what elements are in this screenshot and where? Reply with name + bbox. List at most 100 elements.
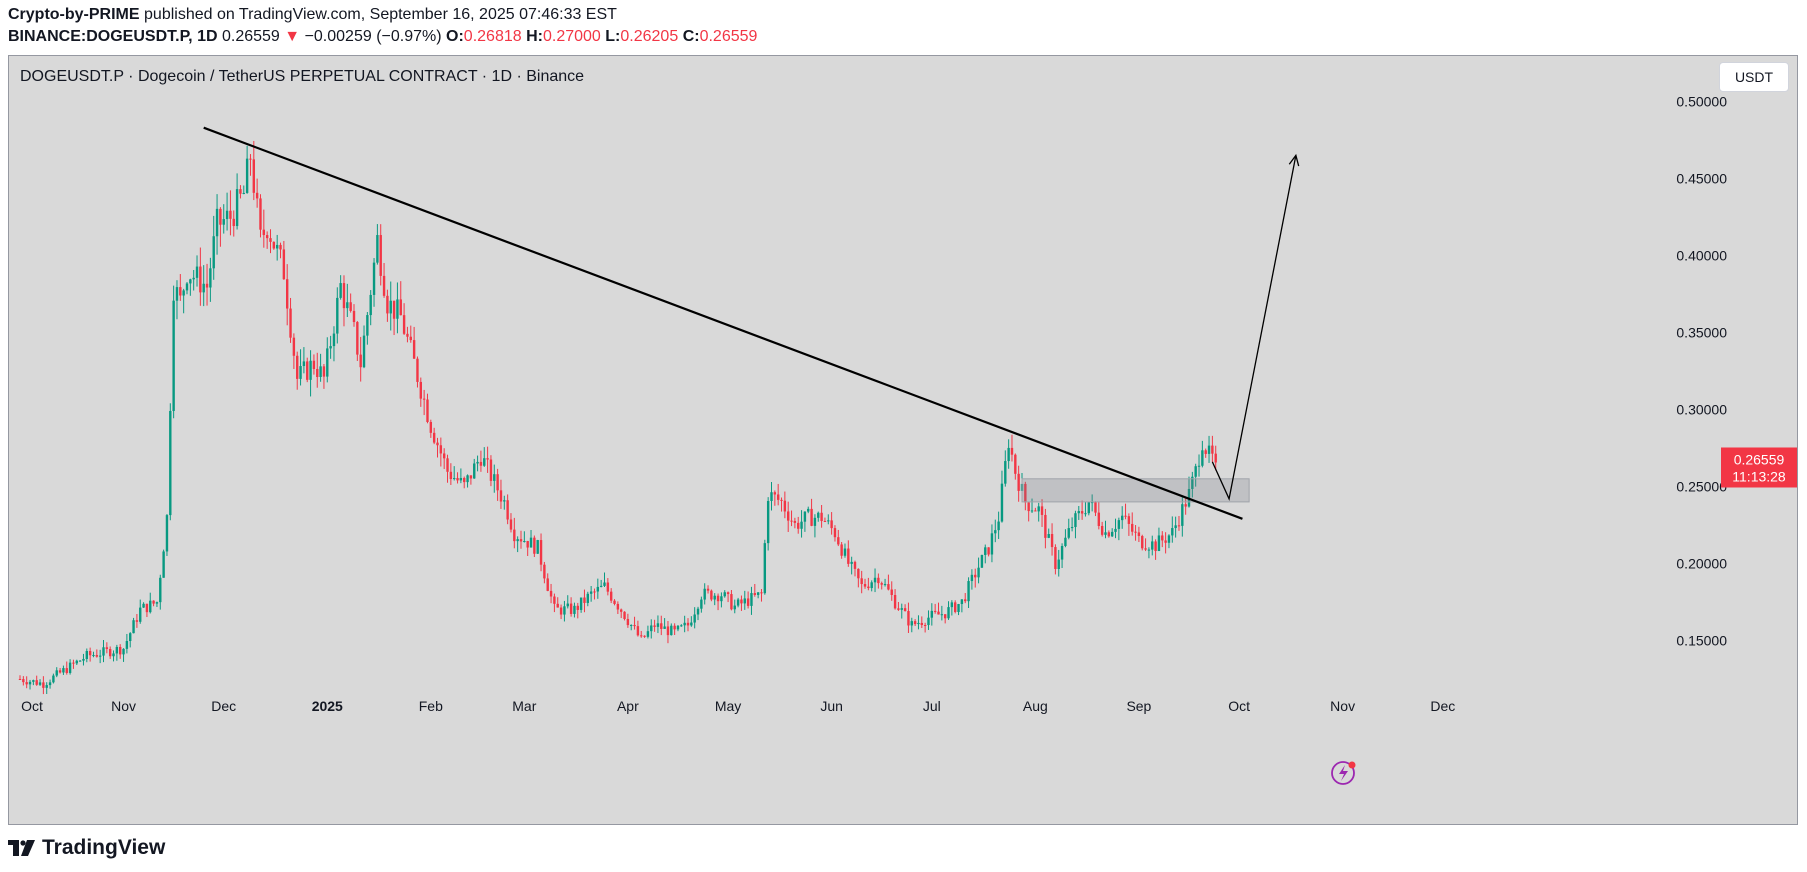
candle-body xyxy=(1070,527,1074,529)
candle xyxy=(329,335,332,359)
candle xyxy=(125,633,129,654)
candle xyxy=(606,578,610,596)
lightning-icon[interactable] xyxy=(1331,761,1356,785)
candle-body xyxy=(736,599,740,606)
tradingview-logo[interactable]: TradingView xyxy=(8,836,165,860)
candle-body xyxy=(22,679,25,683)
candle xyxy=(1010,434,1014,462)
candle-body xyxy=(309,360,312,380)
candle-body xyxy=(686,622,690,626)
candle xyxy=(149,592,152,614)
candle-body xyxy=(1137,532,1141,537)
drawings-layer xyxy=(203,126,1300,520)
candle xyxy=(503,495,506,510)
candle-body xyxy=(770,492,773,501)
candle xyxy=(660,615,663,636)
candle-body xyxy=(593,591,596,593)
candle xyxy=(954,600,957,614)
candle xyxy=(479,450,483,472)
candle-body xyxy=(1177,525,1181,527)
price-chart[interactable]: 0.50000 0.45000 0.40000 0.35000 0.30000 0.250… xyxy=(9,56,1797,824)
candle xyxy=(175,280,179,320)
candle-body xyxy=(967,581,970,602)
candle xyxy=(339,275,342,300)
candle xyxy=(182,288,185,314)
candle-body xyxy=(1037,506,1040,512)
candle xyxy=(1044,508,1047,549)
x-tick-label: Jul xyxy=(923,698,941,714)
candle xyxy=(994,519,997,543)
candle-body xyxy=(269,238,272,242)
candle-body xyxy=(616,603,620,610)
candle-body xyxy=(666,626,670,636)
candle xyxy=(102,639,105,663)
candle-body xyxy=(583,597,586,603)
candle xyxy=(265,231,269,249)
candle xyxy=(509,513,513,533)
candle xyxy=(513,517,516,549)
candle-body xyxy=(509,519,513,530)
candle-body xyxy=(225,210,229,220)
candle-body xyxy=(1090,502,1094,504)
candle xyxy=(516,536,519,553)
candle-body xyxy=(88,650,92,656)
candle-body xyxy=(753,593,756,595)
candle xyxy=(653,619,656,632)
candle-body xyxy=(376,235,379,263)
candle xyxy=(676,625,680,632)
candle-body xyxy=(249,158,252,160)
candle xyxy=(863,578,867,589)
candle-body xyxy=(453,478,456,480)
candle-body xyxy=(396,299,399,319)
candle-body xyxy=(292,337,296,356)
candle-body xyxy=(1100,525,1104,535)
chart-panel[interactable]: 0.50000 0.45000 0.40000 0.35000 0.30000 0.250… xyxy=(8,55,1798,825)
change-arrow-icon: ▼ xyxy=(284,28,301,45)
candle xyxy=(673,623,676,636)
candle-body xyxy=(950,602,954,608)
candle xyxy=(195,255,199,287)
currency-button[interactable]: USDT xyxy=(1719,62,1789,92)
candle xyxy=(386,289,389,322)
candle xyxy=(255,178,259,208)
candle xyxy=(78,660,82,662)
candle-body xyxy=(1064,537,1067,547)
candle-body xyxy=(877,577,880,584)
candle xyxy=(706,585,710,594)
candle xyxy=(92,651,95,658)
candle-body xyxy=(857,568,860,579)
candle xyxy=(1040,499,1044,527)
candle-body xyxy=(1201,450,1204,466)
author-name[interactable]: Crypto-by-PRIME xyxy=(8,6,140,23)
candle-body xyxy=(690,622,693,626)
candle-body xyxy=(416,358,419,382)
candle xyxy=(523,531,526,543)
candle xyxy=(493,464,496,493)
candle-body xyxy=(42,682,45,688)
candle xyxy=(646,625,650,639)
last-price-badge-countdown: 11:13:28 xyxy=(1732,468,1786,484)
candle xyxy=(589,585,593,602)
candle xyxy=(275,234,279,261)
candle xyxy=(242,185,245,195)
candle-body xyxy=(860,578,863,585)
candle xyxy=(1054,544,1057,575)
candle-body xyxy=(954,602,957,612)
candle-body xyxy=(800,521,803,529)
candle xyxy=(843,543,847,558)
candle-body xyxy=(1114,528,1117,532)
candle xyxy=(930,603,934,626)
candle xyxy=(483,447,486,467)
candle-body xyxy=(653,625,656,627)
candle-body xyxy=(1007,447,1010,462)
candle-body xyxy=(275,244,279,249)
candle-body xyxy=(823,521,827,523)
candle xyxy=(259,194,262,238)
candle xyxy=(65,661,68,675)
candle xyxy=(326,337,329,383)
candle-body xyxy=(833,528,837,538)
candle-body xyxy=(526,541,529,548)
candle xyxy=(820,504,823,528)
candle xyxy=(1030,498,1034,513)
candle-body xyxy=(175,287,179,301)
